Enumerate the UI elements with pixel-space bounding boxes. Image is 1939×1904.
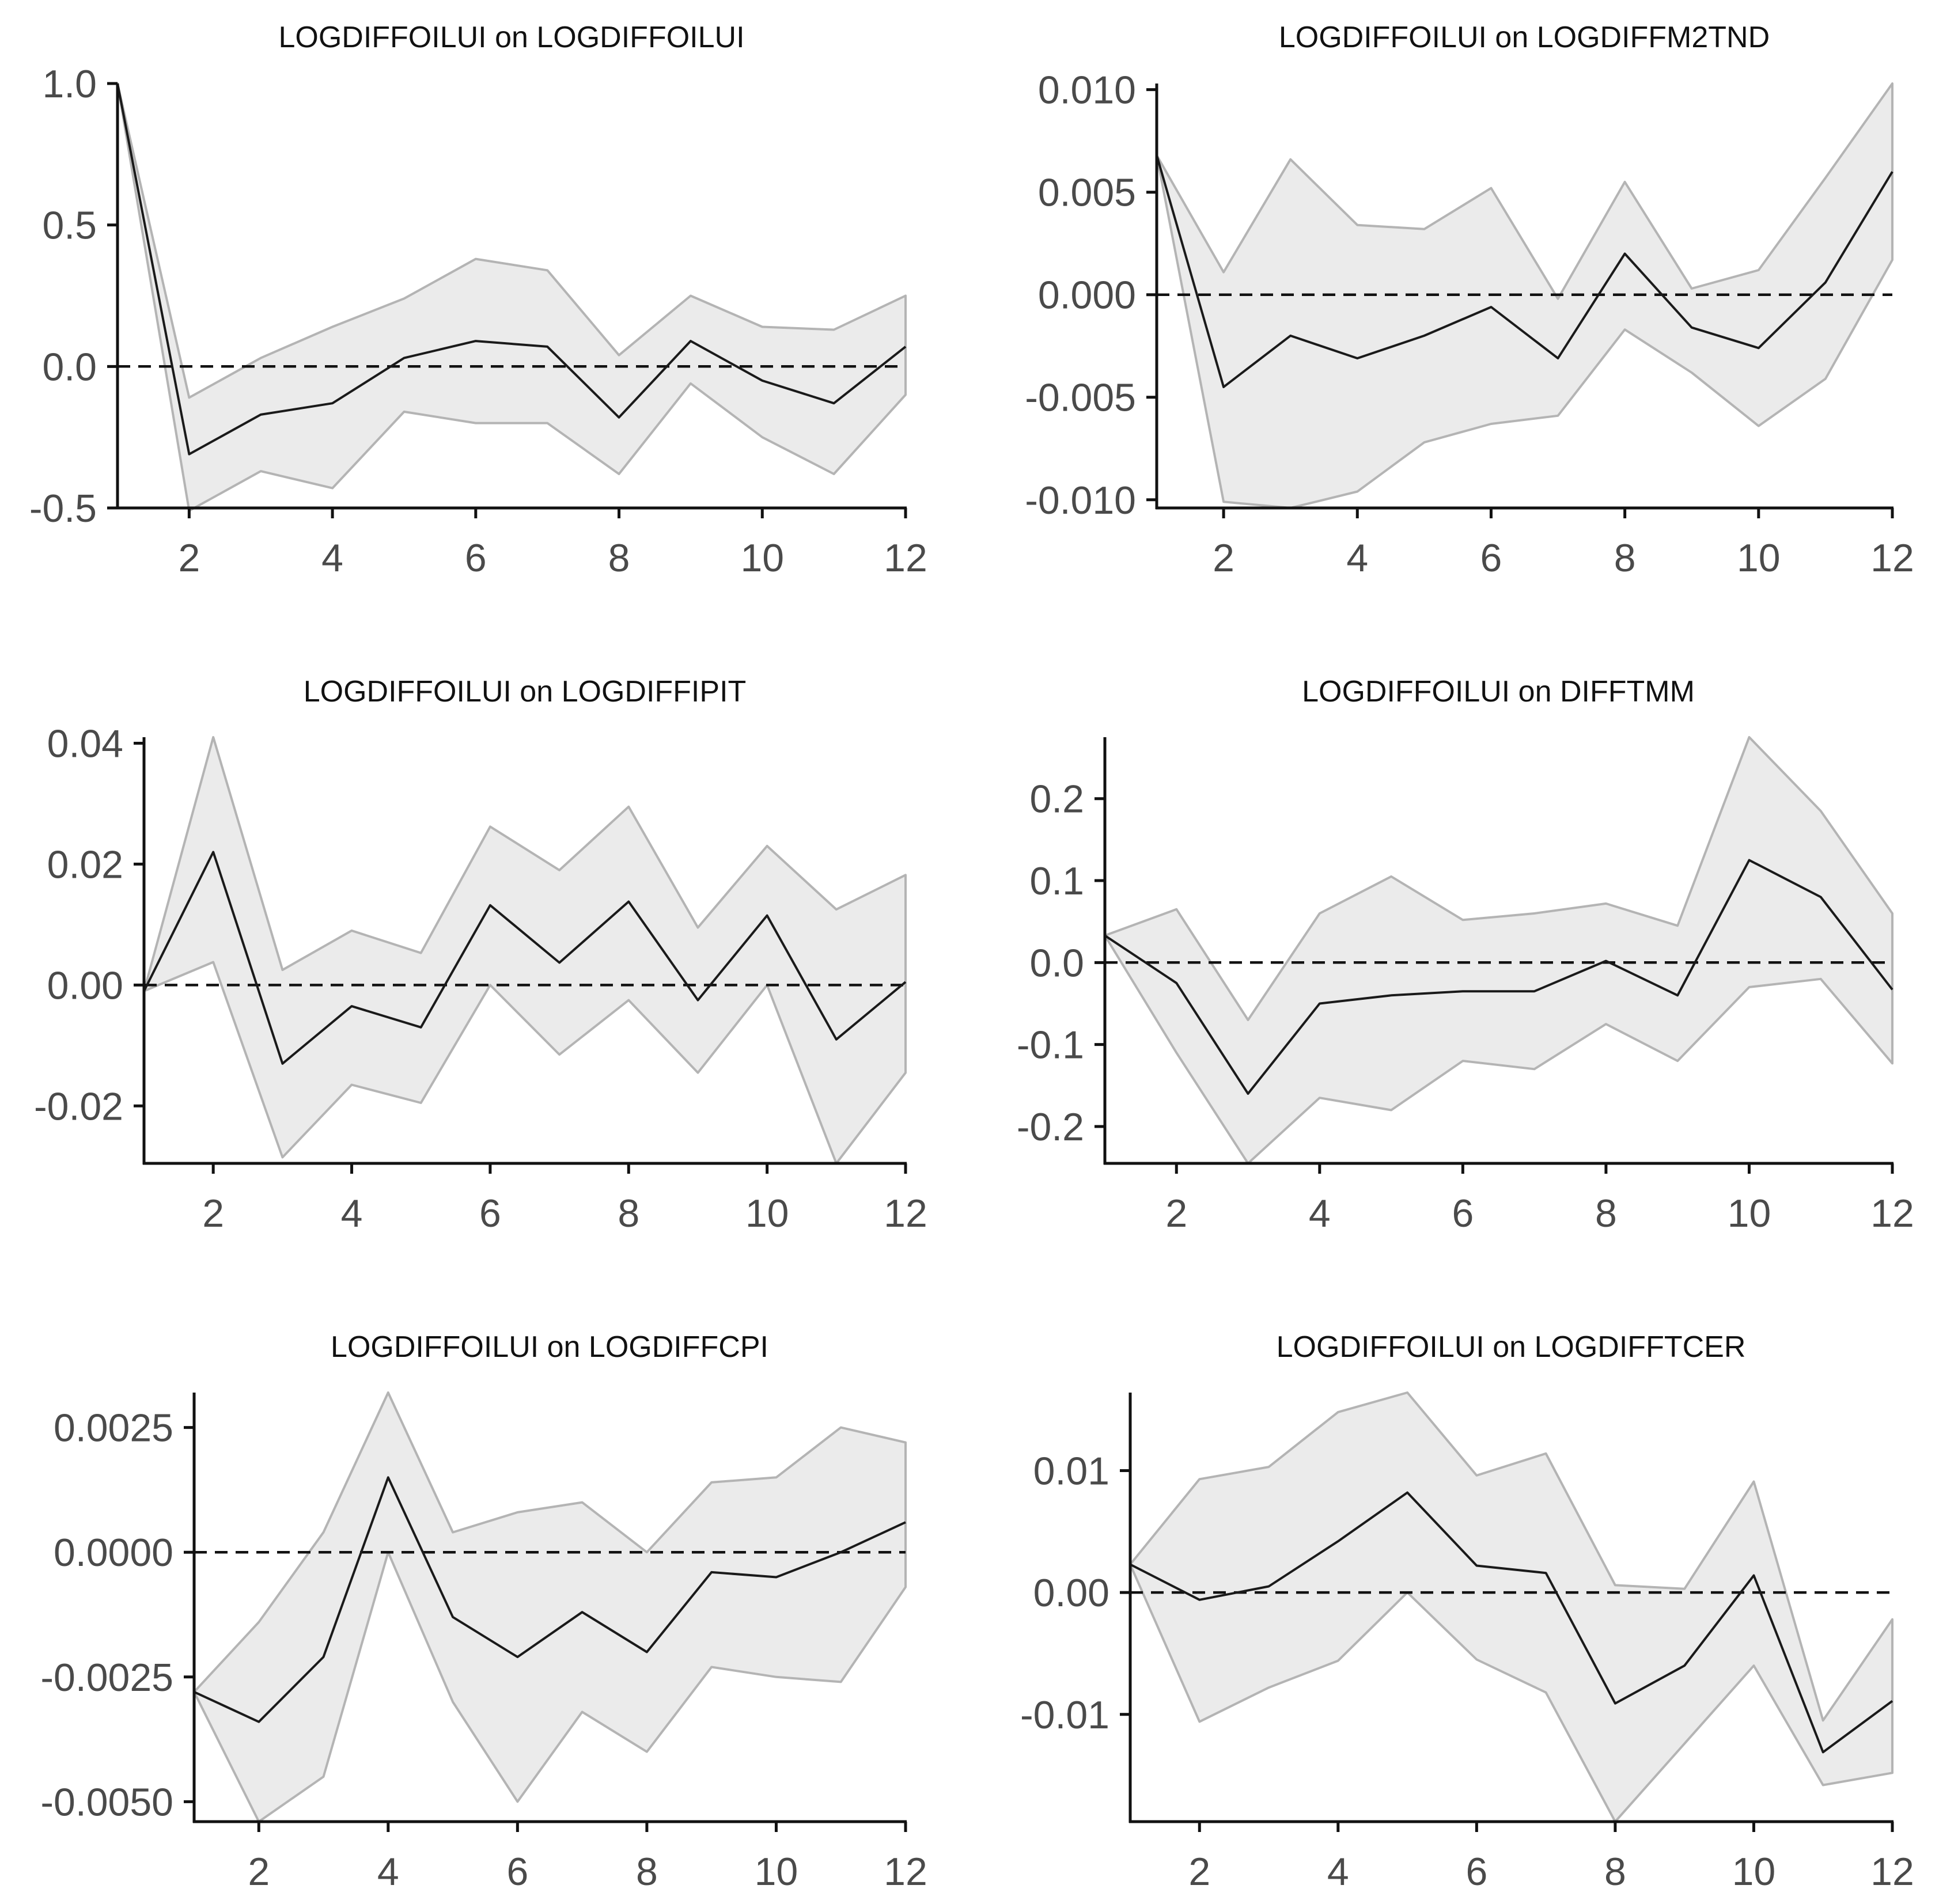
x-tick-label: 4: [321, 536, 343, 580]
x-tick-label: 6: [479, 1192, 501, 1235]
y-tick-label: -0.5: [29, 487, 97, 530]
y-tick-label: -0.010: [1025, 479, 1136, 522]
x-tick-label: 2: [202, 1192, 224, 1235]
x-tick-label: 4: [1327, 1850, 1349, 1894]
irf-panel-6: 2 4 6 8 10 12 -0.01 0.00 0.01 LOGDIFFOILUI on LOG…: [1020, 1330, 1914, 1894]
panel-title: LOGDIFFOILUI on DIFFTMM: [1302, 675, 1695, 708]
irf-panel-4: 2 4 6 8 10 12 -0.2 -0.1 0.0 0.1 0.2 LOGDIFFOILUI on…: [1017, 675, 1914, 1235]
panel-title: LOGDIFFOILUI on LOGDIFFTCER: [1277, 1330, 1746, 1364]
x-tick-label: 10: [1732, 1850, 1776, 1894]
x-tick-label: 10: [740, 536, 784, 580]
panel-title: LOGDIFFOILUI on LOGDIFFIPIT: [304, 675, 747, 708]
y-tick-label: 0.005: [1038, 171, 1136, 215]
y-tick-label: 0.0: [42, 345, 97, 389]
impulse-response-line: [1156, 155, 1893, 388]
panel-title: LOGDIFFOILUI on LOGDIFFCPI: [331, 1330, 768, 1364]
x-tick-label: 4: [1346, 536, 1368, 580]
impulse-response-line: [1130, 1491, 1893, 1754]
y-tick-label: 0.0025: [54, 1406, 173, 1450]
x-tick-label: 2: [1213, 536, 1234, 580]
impulse-response-line: [116, 83, 907, 456]
panel-title: LOGDIFFOILUI on LOGDIFFM2TND: [1279, 21, 1770, 54]
y-tick-label: 0.00: [1033, 1571, 1109, 1615]
panel-title: LOGDIFFOILUI on LOGDIFFOILUI: [278, 21, 744, 54]
x-tick-label: 10: [745, 1192, 789, 1235]
irf-panel-2: 2 4 6 8 10 12 -0.010 -0.005 0.000 0.005 0.010 LOGDI…: [1025, 21, 1914, 580]
x-tick-label: 2: [178, 536, 200, 580]
x-tick-label: 2: [1188, 1850, 1210, 1894]
x-tick-label: 12: [1870, 1192, 1914, 1235]
y-tick-label: -0.2: [1017, 1105, 1084, 1149]
y-tick-label: 0.0: [1029, 941, 1084, 985]
x-tick-label: 8: [636, 1850, 658, 1894]
x-tick-label: 6: [506, 1850, 528, 1894]
y-tick-label: 0.02: [47, 843, 123, 886]
x-tick-label: 12: [1870, 1850, 1914, 1894]
y-tick-label: 0.000: [1038, 274, 1136, 317]
x-tick-label: 6: [1452, 1192, 1474, 1235]
x-tick-label: 10: [1728, 1192, 1771, 1235]
confidence-band: [193, 1391, 907, 1823]
x-tick-label: 10: [1737, 536, 1781, 580]
x-tick-label: 4: [377, 1850, 399, 1894]
impulse-response-line: [194, 1476, 906, 1723]
y-tick-label: 0.04: [47, 722, 123, 765]
y-tick-label: 0.00: [47, 964, 123, 1007]
irf-panel-5: 2 4 6 8 10 12 -0.0050 -0.0025 0.0000 0.0025 LOGDIF…: [40, 1330, 927, 1894]
x-tick-label: 10: [755, 1850, 798, 1894]
x-tick-label: 8: [618, 1192, 639, 1235]
irf-panel-1: 2 4 6 8 10 12 -0.5 0.0 0.5 1.0 LOGDIFFOILUI on LOG…: [29, 21, 927, 580]
confidence-band: [143, 736, 907, 1165]
x-tick-label: 12: [884, 1850, 927, 1894]
y-tick-label: -0.0050: [40, 1780, 173, 1824]
x-tick-label: 8: [1614, 536, 1636, 580]
y-tick-label: -0.02: [34, 1084, 123, 1128]
x-tick-label: 8: [1595, 1192, 1617, 1235]
x-tick-label: 6: [465, 536, 487, 580]
y-tick-label: 0.2: [1029, 777, 1084, 821]
x-tick-label: 12: [884, 536, 927, 580]
x-tick-label: 4: [341, 1192, 363, 1235]
y-tick-label: -0.005: [1025, 376, 1136, 420]
y-tick-label: 0.010: [1038, 69, 1136, 112]
y-tick-label: 0.01: [1033, 1449, 1109, 1493]
y-tick-label: 1.0: [42, 62, 97, 106]
x-tick-label: 4: [1309, 1192, 1331, 1235]
impulse-response-line: [143, 851, 907, 1065]
y-tick-label: 0.1: [1029, 859, 1084, 903]
x-tick-label: 2: [1165, 1192, 1187, 1235]
impulse-response-line: [1104, 859, 1893, 1095]
y-tick-label: 0.0000: [54, 1531, 173, 1575]
y-tick-label: -0.1: [1017, 1023, 1084, 1067]
y-tick-label: -0.0025: [40, 1656, 173, 1700]
x-tick-label: 2: [248, 1850, 270, 1894]
x-tick-label: 8: [608, 536, 630, 580]
x-tick-label: 8: [1604, 1850, 1626, 1894]
x-tick-label: 12: [884, 1192, 927, 1235]
x-tick-label: 6: [1480, 536, 1502, 580]
x-tick-label: 6: [1465, 1850, 1487, 1894]
irf-panel-3: 2 4 6 8 10 12 -0.02 0.00 0.02 0.04 LOGDIFFOILUI on…: [34, 675, 927, 1235]
confidence-band: [1104, 736, 1893, 1165]
x-tick-label: 12: [1870, 536, 1914, 580]
confidence-band: [1129, 1391, 1893, 1823]
y-tick-label: 0.5: [42, 204, 97, 248]
y-tick-label: -0.01: [1020, 1693, 1109, 1737]
confidence-band: [116, 82, 907, 512]
